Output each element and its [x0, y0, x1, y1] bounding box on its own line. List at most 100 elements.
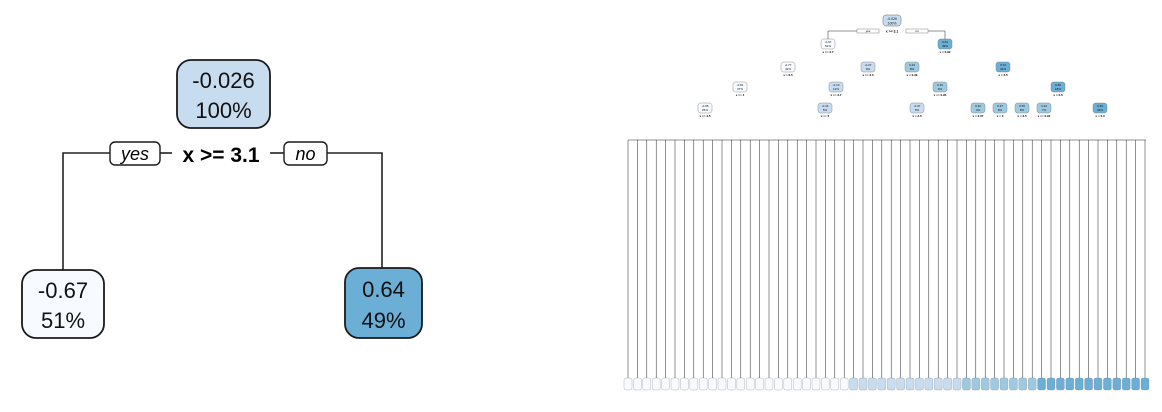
- large-l4-node-3-box: [970, 102, 986, 114]
- large-l2-node-3-box: [995, 61, 1011, 73]
- large-l3-node-2-value: 0.15: [937, 83, 943, 87]
- large-l3-node-0-split: x >= 4: [736, 93, 745, 97]
- large-l4-node-0-split: x >= 4.5: [699, 114, 710, 118]
- leaf-node-28: [887, 377, 896, 391]
- large-l2-node-2-box: [904, 61, 920, 73]
- leaf-node-19: [802, 377, 811, 391]
- large-no-text: no: [915, 29, 919, 33]
- large-l3-node-1-percent: 12%: [833, 87, 839, 91]
- large-l2-node-0-value: -0.77: [785, 63, 792, 67]
- large-l3-node-3-percent: 18%: [1055, 87, 1061, 91]
- right-leaf-percent: 49%: [361, 308, 405, 333]
- leaf-node-37: [971, 377, 980, 391]
- large-l1-node-0-percent: 51%: [825, 44, 831, 48]
- leaf-node-38: [981, 377, 990, 391]
- left-leaf-value: -0.67: [38, 278, 88, 303]
- left-leaf-node: -0.67 51%: [21, 269, 105, 339]
- leaf-node-40: [999, 377, 1009, 391]
- leaf-node-5: [670, 377, 680, 391]
- large-l3-node-3-value: 0.86: [1055, 83, 1061, 87]
- leaf-node-7: [689, 377, 698, 391]
- large-l4-node-1-box: [817, 102, 833, 114]
- edge-root-right: [928, 30, 946, 39]
- large-l3-node-1-value: -0.13: [833, 83, 840, 87]
- large-l4-node-1-percent: 5%: [823, 108, 828, 112]
- large-l2-node-1-percent: 9%: [866, 67, 871, 71]
- leaf-node-48: [1075, 377, 1084, 391]
- large-l2-node-0-percent: 42%: [785, 67, 791, 71]
- leaf-node-24: [849, 377, 858, 391]
- large-l2-node-3-split: x < 2.5: [998, 73, 1008, 77]
- large-l4-node-6: 0.247% x >= 0.94: [1036, 102, 1052, 118]
- large-l4-node-2-box: [909, 102, 925, 114]
- leaf-node-25: [858, 377, 868, 391]
- leaf-node-55: [1140, 377, 1150, 391]
- leaf-node-0: [623, 377, 633, 391]
- small-tree: -0.026 100% yes x >= 3.1 no -0.67 51%: [21, 59, 423, 339]
- large-l1-node-0-split: x >= 3.7: [822, 50, 833, 54]
- large-root-node: -0.026 100% yes x >= 3.1 no: [856, 14, 929, 34]
- leaf-node-43: [1028, 377, 1037, 391]
- leaf-node-12: [736, 377, 745, 391]
- large-l4-node-7-split: x < 2.3: [1095, 114, 1105, 118]
- large-l1-node-1-split: x < 0.92: [940, 50, 951, 54]
- root-node: -0.026 100%: [176, 59, 271, 129]
- leaf-node-33: [934, 377, 943, 391]
- leaf-node-11: [727, 377, 736, 391]
- leaf-node-13: [746, 377, 755, 391]
- large-l2-node-2-percent: 8%: [910, 67, 915, 71]
- leaf-node-45: [1046, 377, 1056, 391]
- left-leaf-box: [21, 269, 105, 339]
- large-l4-node-5-box: [1014, 102, 1030, 114]
- leaf-node-36: [962, 377, 971, 391]
- large-l4-node-6-split: x >= 0.94: [1038, 114, 1051, 118]
- leaf-node-22: [830, 377, 839, 391]
- root-split-rule: x >= 3.1: [182, 144, 259, 167]
- large-l3-node-1-box: [828, 81, 844, 93]
- leaf-node-27: [877, 377, 886, 391]
- leaf-node-26: [868, 377, 877, 391]
- large-l4-node-0-box: [697, 102, 713, 114]
- large-l4-node-5-percent: 8%: [1020, 108, 1025, 112]
- leaf-node-16: [774, 377, 783, 391]
- left-leaf-percent: 51%: [41, 308, 85, 333]
- leaf-node-1: [633, 377, 642, 391]
- leaf-node-39: [990, 377, 999, 391]
- large-l2-node-2: 0.238% x < 0.39: [904, 61, 920, 77]
- no-branch-label: no: [283, 141, 328, 166]
- large-l3-node-0-value: -0.81: [737, 83, 744, 87]
- large-l4-node-7-value: 0.93: [1097, 104, 1103, 108]
- leaf-node-42: [1018, 377, 1027, 391]
- large-l3-node-2-box: [932, 81, 948, 93]
- no-label-box: [283, 141, 328, 166]
- leaf-node-30: [905, 377, 915, 391]
- leaf-node-35: [952, 377, 962, 391]
- large-l2-node-1-split: x >= 3.3: [862, 73, 873, 77]
- root-node-value: -0.026: [192, 68, 254, 93]
- large-l4-node-2-split: x < 3.5: [912, 114, 922, 118]
- edge-root-left: [827, 30, 857, 39]
- large-l4-node-2-value: -0.37: [914, 104, 921, 108]
- large-l4-node-1-value: -0.44: [822, 104, 829, 108]
- leaf-node-52: [1112, 377, 1121, 391]
- large-l4-node-6-percent: 7%: [1042, 108, 1047, 112]
- large-l4-node-7-percent: 32%: [1097, 108, 1103, 112]
- large-l4-node-0-percent: 25%: [702, 108, 708, 112]
- leaf-node-4: [661, 377, 670, 391]
- large-l2-node-0-box: [780, 61, 796, 73]
- large-l4-node-3: 0.324% x < 0.07: [970, 102, 986, 118]
- yes-label-box: [109, 141, 161, 166]
- large-l4-node-3-percent: 4%: [976, 108, 981, 112]
- leaf-node-20: [811, 377, 821, 391]
- leaf-node-15: [764, 377, 774, 391]
- large-l4-node-7-box: [1092, 102, 1108, 114]
- large-l4-node-5-value: 0.56: [1019, 104, 1025, 108]
